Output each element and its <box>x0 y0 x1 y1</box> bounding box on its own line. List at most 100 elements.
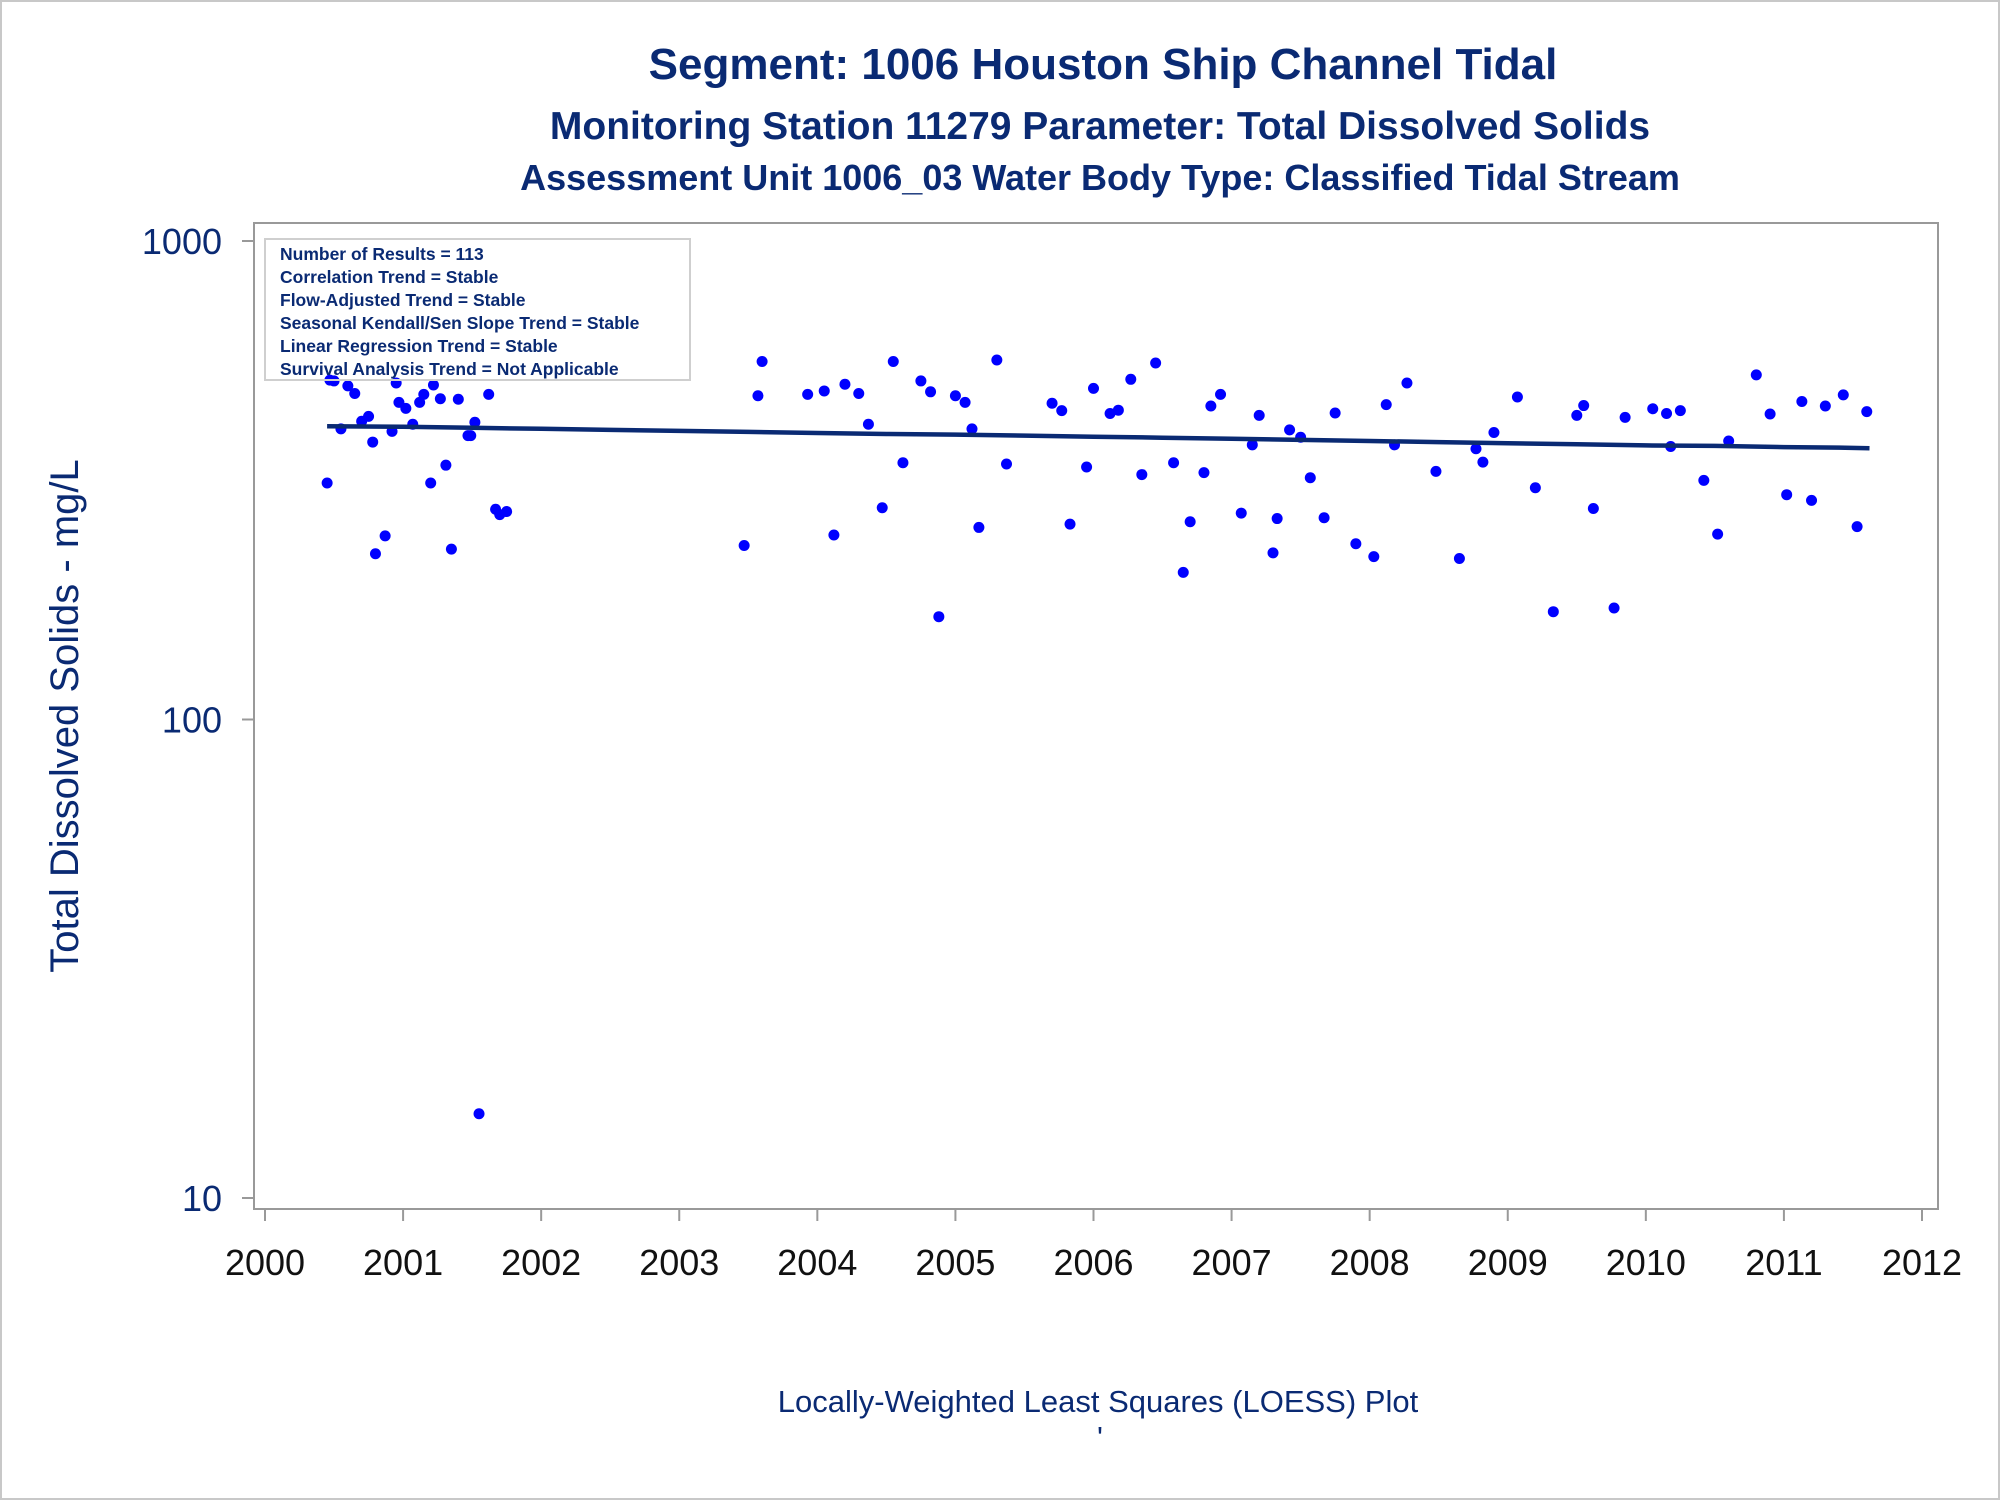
data-point <box>1350 538 1362 550</box>
plot-area <box>253 222 1939 1210</box>
x-tick-label: 2005 <box>915 1242 995 1283</box>
data-point <box>897 457 909 469</box>
data-point <box>1837 389 1849 401</box>
data-point <box>1198 467 1210 479</box>
data-point <box>1578 400 1590 412</box>
data-point <box>1674 405 1686 417</box>
data-point <box>1511 391 1523 403</box>
data-point <box>1253 409 1265 421</box>
data-point <box>966 423 978 435</box>
data-point <box>363 410 375 422</box>
data-point <box>434 393 446 405</box>
data-point <box>1453 553 1465 565</box>
data-point <box>465 430 477 442</box>
x-tick-label: 2004 <box>777 1242 857 1283</box>
data-point <box>1064 518 1076 530</box>
data-point <box>756 355 768 367</box>
data-point <box>1271 513 1283 525</box>
data-point <box>1819 400 1831 412</box>
stats-line-flow-adjusted: Flow-Adjusted Trend = Stable <box>280 290 526 310</box>
data-point <box>427 379 439 391</box>
y-tick-label: 100 <box>162 700 222 741</box>
data-point <box>1056 405 1068 417</box>
data-point <box>738 540 750 552</box>
data-point <box>839 378 851 390</box>
y-axis: 10 100 1000 <box>142 221 254 1219</box>
data-point <box>1661 408 1673 420</box>
x-tick-label: 2010 <box>1606 1242 1686 1283</box>
data-point <box>818 385 830 397</box>
data-point <box>1587 503 1599 515</box>
data-point <box>342 380 354 392</box>
data-point <box>853 388 865 400</box>
data-point <box>469 416 481 428</box>
data-point <box>1723 435 1735 447</box>
data-point <box>1001 458 1013 470</box>
data-point <box>1368 551 1380 563</box>
chart-title: Segment: 1006 Houston Ship Channel Tidal <box>649 40 1558 89</box>
data-point <box>959 396 971 408</box>
y-tick-label: 1000 <box>142 221 222 262</box>
data-point <box>1547 606 1559 618</box>
data-point <box>1304 472 1316 484</box>
data-point <box>925 386 937 398</box>
data-point <box>440 459 452 471</box>
data-point <box>802 388 814 400</box>
data-point <box>1796 395 1808 407</box>
x-tick-label: 2006 <box>1053 1242 1133 1283</box>
stats-legend-box <box>264 238 691 381</box>
data-points <box>321 354 1873 1120</box>
x-axis: 2000 2001 2002 2003 2004 2005 2006 2007 2008 2009… <box>225 1209 1962 1283</box>
data-point <box>1205 400 1217 412</box>
data-point <box>1088 382 1099 394</box>
data-point <box>452 393 464 405</box>
data-point <box>1215 388 1227 400</box>
data-point <box>876 502 888 514</box>
data-point <box>1470 443 1482 455</box>
data-point <box>445 543 457 555</box>
data-point <box>1081 461 1093 473</box>
loess-layer <box>327 424 1870 451</box>
data-point <box>1430 465 1442 477</box>
data-point <box>1619 411 1631 423</box>
x-tick-label: 2008 <box>1330 1242 1410 1283</box>
y-axis-label: Total Dissolved Solids - mg/L <box>43 459 87 973</box>
data-point <box>887 355 899 367</box>
data-point <box>1712 528 1724 540</box>
data-point <box>915 375 927 387</box>
data-point <box>483 388 495 400</box>
chart-subtitle: Monitoring Station 11279 Parameter: Tota… <box>550 105 1650 148</box>
x-tick-label: 2011 <box>1745 1242 1822 1283</box>
data-point <box>1380 399 1392 411</box>
data-point <box>1488 426 1500 438</box>
stats-line-correlation: Correlation Trend = Stable <box>280 267 499 287</box>
x-tick-label: 2007 <box>1192 1242 1272 1283</box>
chart-footnote: Locally-Weighted Least Squares (LOESS) P… <box>778 1384 1419 1419</box>
data-point <box>752 390 764 402</box>
data-point <box>1150 357 1162 369</box>
data-point <box>1136 469 1148 481</box>
data-point <box>991 354 1003 366</box>
data-point <box>418 388 430 400</box>
stats-line-survival-analysis: Survival Analysis Trend = Not Applicable <box>280 359 619 379</box>
data-point <box>1246 439 1258 451</box>
data-point <box>425 477 437 489</box>
data-point <box>379 530 391 542</box>
data-point <box>1781 489 1793 501</box>
data-point <box>1104 408 1116 420</box>
data-point <box>1851 521 1863 533</box>
data-point <box>1861 406 1873 418</box>
data-point <box>367 436 379 448</box>
data-point <box>1267 547 1279 559</box>
footnote-mark: ' <box>1097 1420 1103 1455</box>
data-point <box>828 529 840 541</box>
data-point <box>1329 407 1341 419</box>
data-point <box>1284 424 1296 436</box>
data-point <box>1750 369 1762 381</box>
x-tick-label: 2003 <box>639 1242 719 1283</box>
data-point <box>1698 474 1710 486</box>
data-point <box>1806 494 1818 506</box>
data-point <box>501 506 513 518</box>
